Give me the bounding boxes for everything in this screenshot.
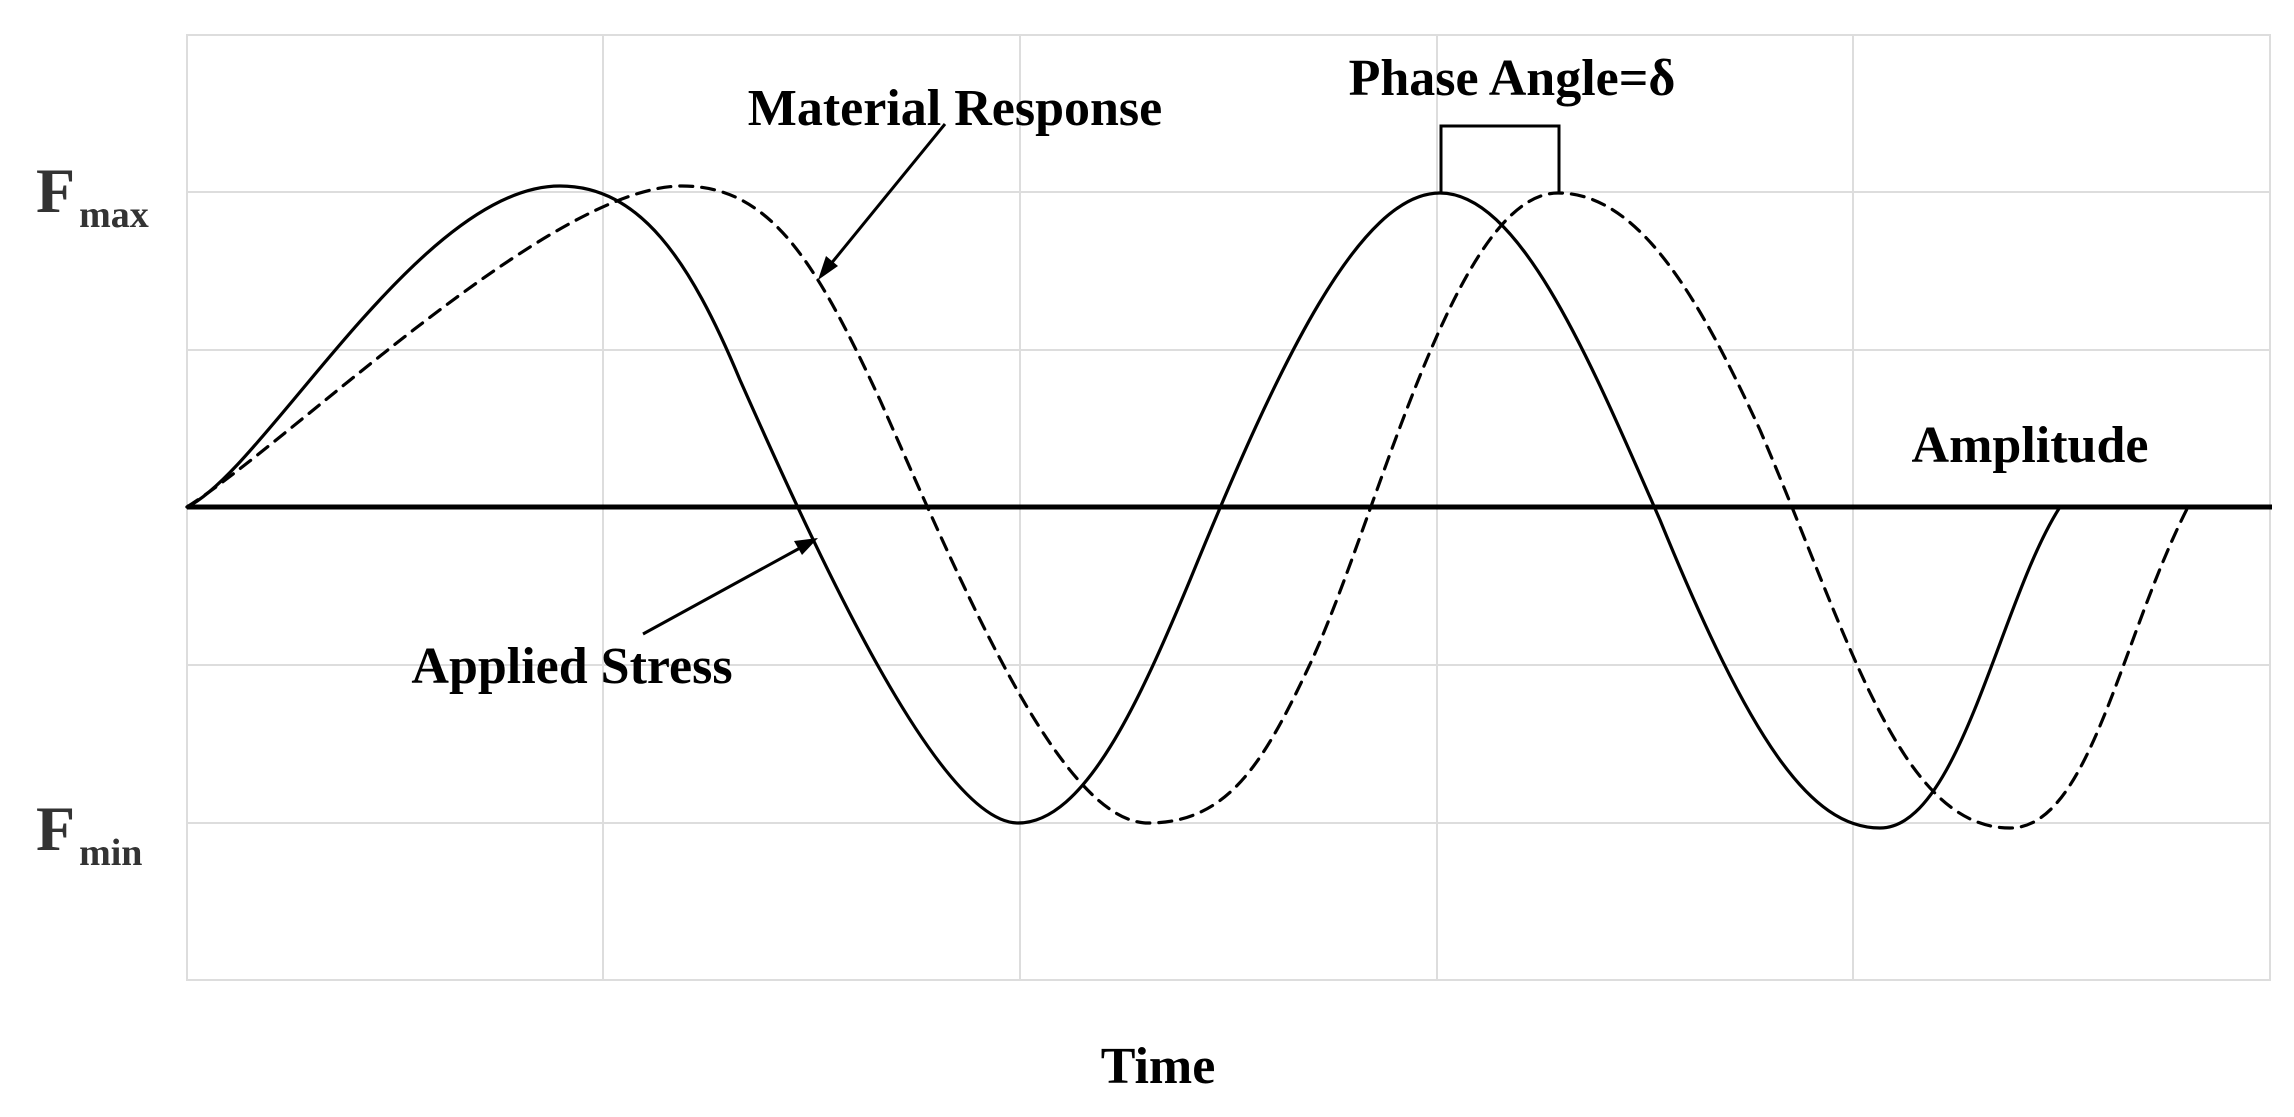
material-response-curve — [185, 184, 2190, 830]
applied-stress-label: Applied Stress — [411, 638, 732, 695]
phase-angle-bracket — [1439, 124, 1561, 193]
time-axis-label: Time — [1101, 1038, 1216, 1095]
material-response-label: Material Response — [748, 80, 1162, 137]
material-response-arrow — [818, 123, 947, 280]
applied-stress-arrow — [642, 538, 818, 636]
phase-angle-label: Phase Angle=δ — [1349, 50, 1676, 107]
amplitude-label: Amplitude — [1912, 417, 2149, 474]
applied-stress-curve — [185, 184, 2062, 830]
